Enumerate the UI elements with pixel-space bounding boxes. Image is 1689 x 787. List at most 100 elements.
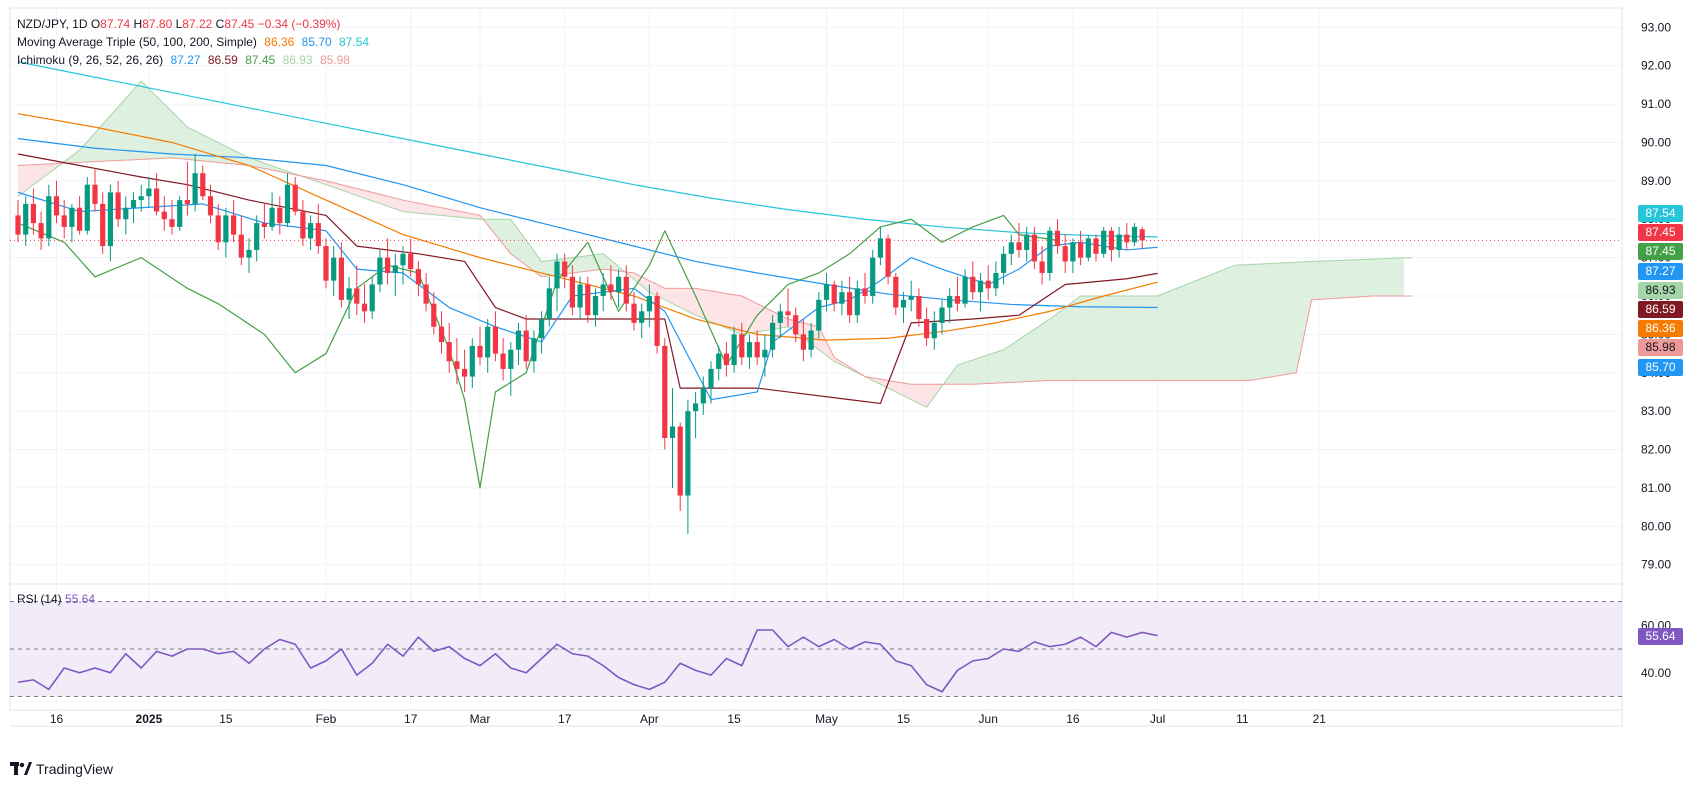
cloud-segment: [703, 289, 711, 322]
rsi-legend[interactable]: RSI (14) 55.64: [17, 592, 95, 606]
candle-body: [970, 276, 976, 293]
cloud-segment: [734, 294, 742, 335]
ma100-line: [17, 138, 1158, 309]
candle-body: [23, 203, 29, 235]
cloud-segment: [1049, 313, 1058, 381]
ohlc-open: O87.74: [90, 17, 131, 31]
price-badge: 86.36: [1638, 320, 1683, 338]
candle-body: [415, 269, 421, 285]
cloud-segment: [372, 192, 380, 204]
candle-body: [931, 322, 937, 339]
candle-body: [454, 361, 460, 369]
cloud-segment: [1111, 296, 1120, 381]
candle-body: [708, 368, 714, 389]
cloud-segment: [1388, 258, 1397, 296]
ichimoku-legend[interactable]: Ichimoku (9, 26, 52, 26, 26) 87.27 86.59…: [17, 53, 350, 67]
candle-body: [361, 303, 368, 312]
cloud-segment: [264, 163, 273, 171]
price-badge: 86.59: [1638, 301, 1683, 318]
cloud-segment: [580, 255, 588, 273]
tradingview-logo[interactable]: TradingView: [10, 761, 113, 777]
x-tick-label: 16: [50, 712, 64, 726]
price-badge: 85.70: [1638, 358, 1683, 376]
candle-body: [554, 261, 560, 289]
cloud-segment: [125, 89, 134, 161]
candle-body: [562, 261, 568, 277]
cloud-segment: [1211, 271, 1220, 381]
cloud-segment: [256, 160, 265, 169]
candle-body: [485, 326, 491, 358]
cloud-segment: [1134, 296, 1143, 381]
candle-body: [123, 207, 129, 220]
cloud-segment: [441, 207, 450, 217]
y-tick-label: 79.00: [1641, 558, 1671, 572]
candle-body: [654, 296, 660, 346]
candle-body: [1070, 242, 1076, 262]
candle-body: [623, 276, 629, 304]
cloud-segment: [1357, 259, 1366, 297]
symbol-legend[interactable]: NZD/JPY, 1D O87.74 H87.80 L87.22 C87.45 …: [17, 17, 341, 31]
candle-body: [177, 200, 183, 227]
ma-legend[interactable]: Moving Average Triple (50, 100, 200, Sim…: [17, 35, 369, 49]
cloud-segment: [1196, 277, 1204, 381]
candle-body: [500, 353, 506, 369]
cloud-segment: [172, 111, 180, 159]
cloud-segment: [818, 326, 827, 356]
candle-body: [585, 284, 591, 316]
cloud-segment: [1072, 296, 1081, 381]
candle-body: [1001, 253, 1007, 273]
cloud-segment: [33, 164, 42, 185]
candle-body: [38, 223, 44, 239]
candle-body: [947, 296, 953, 308]
x-tick-label: Mar: [470, 712, 491, 726]
candle-body: [53, 196, 60, 216]
y-tick-label: 90.00: [1641, 135, 1671, 149]
cloud-segment: [1319, 260, 1327, 300]
cloud-segment: [680, 288, 688, 312]
candle-body: [438, 326, 445, 343]
candle-body: [1139, 229, 1145, 241]
cloud-segment: [1226, 265, 1235, 381]
cloud-segment: [364, 190, 373, 201]
candle-body: [261, 223, 267, 227]
candle-body: [1131, 226, 1138, 243]
lead2-value: 85.98: [319, 53, 350, 67]
x-tick-label: 15: [727, 712, 741, 726]
cloud-segment: [1057, 307, 1066, 381]
candle-body: [1062, 246, 1068, 262]
x-tick-label: 17: [558, 712, 572, 726]
ma200-line: [17, 61, 1158, 238]
rsi-badge: 55.64: [1638, 627, 1683, 645]
candle-body: [739, 334, 745, 358]
cloud-segment: [1142, 296, 1150, 381]
candle-body: [15, 215, 21, 235]
cloud-segment: [379, 194, 388, 207]
candle-body: [669, 426, 676, 438]
cloud-segment: [156, 96, 165, 159]
x-tick-label: 21: [1313, 712, 1327, 726]
candle-body: [770, 322, 776, 350]
cloud-segment: [1103, 296, 1112, 381]
ohlc-close: C87.45: [215, 17, 255, 31]
price-badge: 87.27: [1638, 262, 1683, 280]
candle-body: [477, 345, 483, 358]
tradingview-icon: [10, 762, 32, 775]
candle-body: [885, 238, 891, 277]
candle-body: [300, 211, 306, 239]
candle-body: [592, 296, 599, 316]
candle-body: [908, 296, 914, 300]
candle-body: [662, 345, 668, 438]
cloud-segment: [387, 196, 396, 209]
candle-body: [954, 296, 960, 304]
candle-body: [847, 292, 853, 316]
cloud-segment: [495, 219, 504, 245]
cloud-segment: [641, 276, 650, 293]
candle-body: [608, 284, 614, 293]
cloud-segment: [18, 165, 26, 197]
y-tick-label: 83.00: [1641, 404, 1671, 418]
candle-body: [1024, 234, 1030, 250]
candle-body: [107, 192, 113, 247]
candle-body: [100, 203, 106, 247]
candle-body: [1016, 242, 1022, 250]
